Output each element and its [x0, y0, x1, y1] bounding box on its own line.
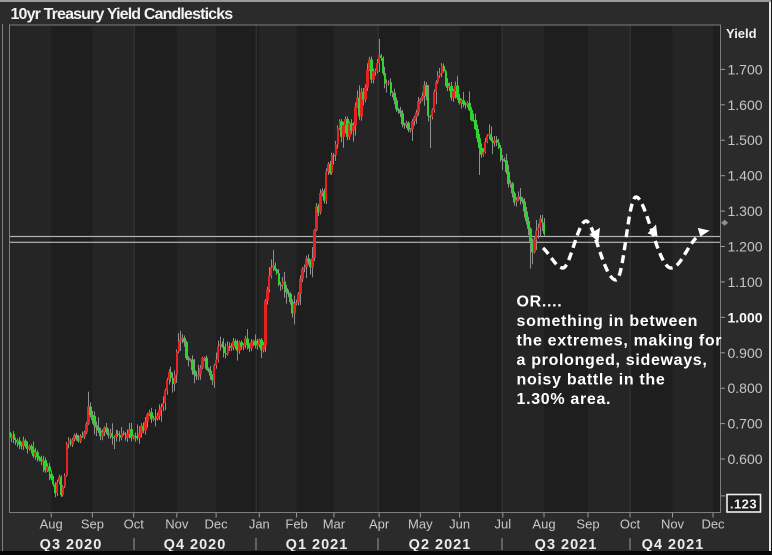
svg-text:OR....: OR.... — [517, 294, 563, 311]
svg-text:May: May — [408, 517, 433, 532]
svg-text:Q2 2021: Q2 2021 — [409, 537, 472, 553]
svg-text:Dec: Dec — [701, 517, 725, 532]
svg-text:.123: .123 — [730, 497, 757, 512]
svg-text:a prolonged, sideways,: a prolonged, sideways, — [517, 352, 708, 369]
svg-text:1.000: 1.000 — [728, 309, 763, 325]
svg-text:Apr: Apr — [369, 517, 390, 532]
svg-text:1.500: 1.500 — [728, 132, 763, 148]
svg-text:1.700: 1.700 — [728, 61, 763, 77]
svg-text:Jul: Jul — [494, 517, 511, 532]
svg-text:1.100: 1.100 — [728, 274, 763, 290]
svg-text:0.700: 0.700 — [728, 416, 763, 432]
svg-text:1.300: 1.300 — [728, 203, 763, 219]
svg-text:something in between: something in between — [517, 313, 699, 330]
svg-text:Q3 2021: Q3 2021 — [535, 537, 598, 553]
svg-text:1.30% area.: 1.30% area. — [517, 391, 612, 408]
svg-text:0.600: 0.600 — [728, 451, 763, 467]
svg-text:Jun: Jun — [449, 517, 470, 532]
svg-text:10yr Treasury Yield Candlestic: 10yr Treasury Yield Candlesticks — [11, 6, 234, 23]
svg-text:noisy battle in the: noisy battle in the — [517, 372, 666, 389]
svg-text:1.200: 1.200 — [728, 239, 763, 255]
svg-text:Nov: Nov — [661, 517, 685, 532]
svg-text:Nov: Nov — [165, 517, 189, 532]
svg-text:Jan: Jan — [249, 517, 270, 532]
svg-text:Oct: Oct — [124, 517, 145, 532]
svg-text:the extremes, making for: the extremes, making for — [517, 333, 723, 350]
svg-text:Sep: Sep — [576, 517, 599, 532]
svg-text:Yield: Yield — [726, 26, 757, 41]
svg-text:Q4 2020: Q4 2020 — [164, 537, 227, 553]
svg-text:Q3 2020: Q3 2020 — [40, 537, 103, 553]
svg-text:Feb: Feb — [285, 517, 307, 532]
svg-text:Aug: Aug — [532, 517, 555, 532]
svg-text:Aug: Aug — [40, 517, 63, 532]
svg-text:Dec: Dec — [205, 517, 229, 532]
svg-text:0.900: 0.900 — [728, 345, 763, 361]
svg-text:1.400: 1.400 — [728, 168, 763, 184]
svg-text:0.800: 0.800 — [728, 380, 763, 396]
svg-text:Q1 2021: Q1 2021 — [286, 537, 349, 553]
svg-text:Oct: Oct — [620, 517, 641, 532]
svg-text:Sep: Sep — [81, 517, 104, 532]
svg-text:Q4 2021: Q4 2021 — [642, 537, 705, 553]
svg-text:Mar: Mar — [323, 517, 346, 532]
svg-text:1.600: 1.600 — [728, 97, 763, 113]
